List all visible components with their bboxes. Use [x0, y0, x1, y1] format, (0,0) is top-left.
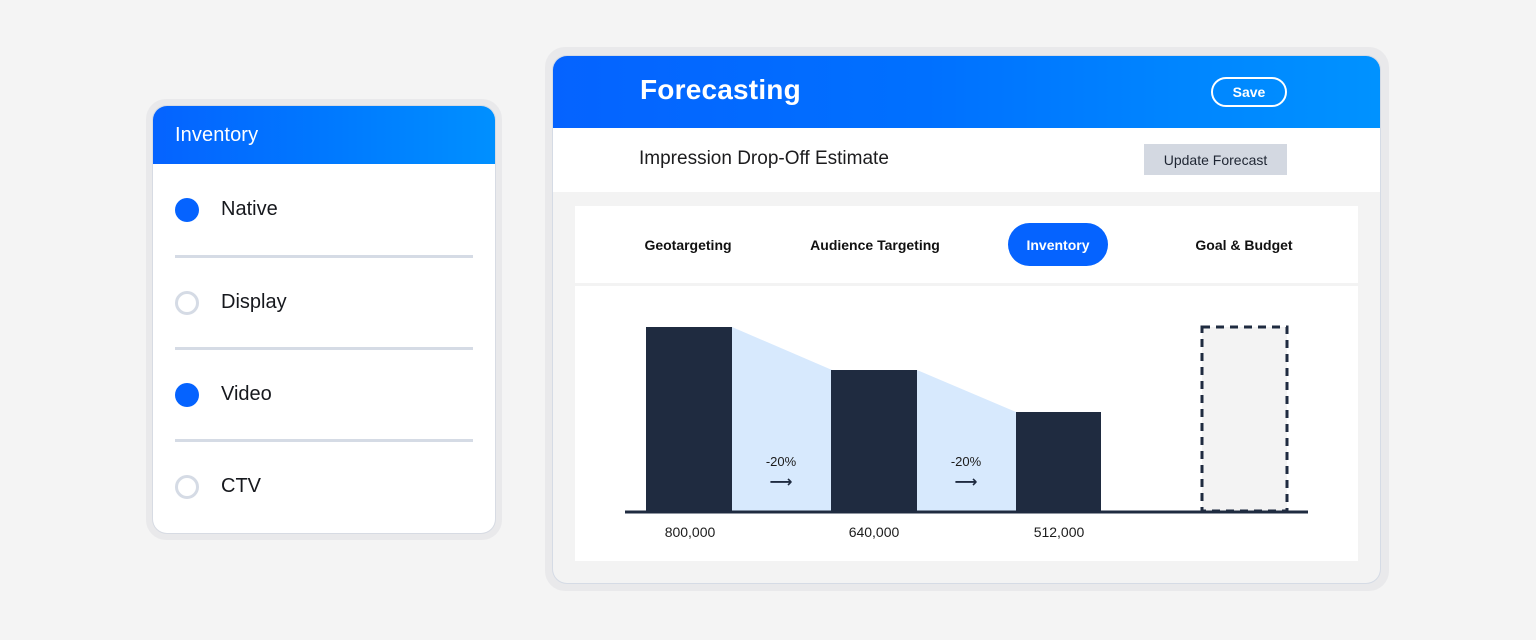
update-forecast-button[interactable]: Update Forecast — [1144, 144, 1287, 175]
bar-value-label: 512,000 — [1033, 524, 1085, 540]
inventory-option-display[interactable]: Display — [175, 255, 473, 347]
forecast-tabs: Geotargeting Audience Targeting Inventor… — [575, 206, 1358, 283]
dropoff-percent: -20% — [950, 454, 982, 469]
inventory-options: Native Display Video CTV — [153, 164, 495, 531]
inventory-option-label: Video — [221, 383, 272, 405]
dropoff-area — [917, 370, 1016, 512]
inventory-option-label: Native — [221, 198, 278, 220]
radio-unselected-icon[interactable] — [175, 290, 199, 315]
bar-value-label: 800,000 — [664, 524, 716, 540]
section-title: Impression Drop-Off Estimate — [639, 148, 889, 169]
tab-inventory[interactable]: Inventory — [1008, 223, 1108, 266]
bar-value-label: 640,000 — [848, 524, 900, 540]
radio-selected-icon[interactable] — [175, 382, 199, 407]
radio-selected-icon[interactable] — [175, 197, 199, 222]
bar-placeholder-goal-budget — [1200, 325, 1289, 513]
bar-inventory — [1016, 412, 1101, 512]
dropoff-area — [732, 327, 832, 512]
inventory-option-native[interactable]: Native — [175, 164, 473, 255]
forecast-subheader: Impression Drop-Off Estimate Update Fore… — [553, 128, 1380, 192]
dropoff-chart-graphic — [625, 325, 1308, 514]
arrow-right-icon: ⟶ — [769, 474, 793, 491]
inventory-card-title: Inventory — [175, 123, 259, 146]
dropoff-percent: -20% — [765, 454, 797, 469]
bar-audience-targeting — [831, 370, 917, 512]
dropoff-chart: -20% ⟶ -20% ⟶ 800,000 640,000 512,000 — [575, 286, 1358, 561]
inventory-card: Inventory Native Display Video CTV — [153, 106, 495, 533]
forecasting-header: Forecasting Save — [553, 56, 1380, 128]
inventory-option-video[interactable]: Video — [175, 347, 473, 439]
radio-unselected-icon[interactable] — [175, 474, 199, 499]
page-title: Forecasting — [640, 74, 801, 105]
arrow-right-icon: ⟶ — [954, 474, 978, 491]
inventory-option-label: CTV — [221, 475, 261, 497]
bar-geotargeting — [646, 327, 732, 512]
forecasting-window: Forecasting Save Impression Drop-Off Est… — [553, 56, 1380, 583]
tab-geotargeting[interactable]: Geotargeting — [644, 236, 732, 253]
inventory-card-header: Inventory — [153, 106, 495, 164]
tab-goal-budget[interactable]: Goal & Budget — [1195, 236, 1293, 253]
inventory-option-ctv[interactable]: CTV — [175, 439, 473, 531]
save-button[interactable]: Save — [1211, 77, 1287, 107]
inventory-option-label: Display — [221, 291, 287, 313]
tab-audience-targeting[interactable]: Audience Targeting — [810, 236, 940, 253]
